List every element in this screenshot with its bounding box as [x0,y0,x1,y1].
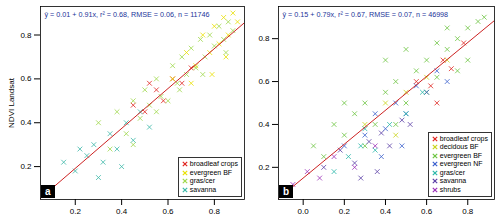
svg-text:0.6: 0.6 [421,207,433,216]
svg-text:0.8: 0.8 [20,31,32,40]
svg-text:0.4: 0.4 [258,120,270,129]
svg-text:0.4: 0.4 [20,118,32,127]
svg-text:0.4: 0.4 [380,207,392,216]
svg-text:0.0: 0.0 [298,207,310,216]
svg-text:ŷ = 0.15 + 0.79x, r² = 0.67, R: ŷ = 0.15 + 0.79x, r² = 0.67, RMSE = 0.07… [283,10,449,19]
html-text:broadleaf crops: broadleaf crops [439,134,488,142]
svg-text:0.6: 0.6 [162,207,174,216]
svg-text:0.4: 0.4 [116,207,128,216]
html-text:evergreen NF: evergreen NF [439,160,483,167]
svg-text:0.2: 0.2 [258,163,270,172]
html-text:broadleaf crops: broadleaf crops [189,160,238,167]
html-text:evergreen BF: evergreen BF [189,168,233,176]
html-text:evergreen BF: evergreen BF [439,151,483,159]
html-text:a: a [45,186,51,197]
svg-text:0.8: 0.8 [258,34,270,43]
svg-text:NDVI Landsat: NDVI Landsat [7,77,16,128]
html-text:shrubs: shrubs [439,185,461,193]
svg-text:0.2: 0.2 [20,162,32,171]
svg-text:0.8: 0.8 [462,207,474,216]
html-text:gras/cer: gras/cer [439,168,465,176]
svg-text:0.2: 0.2 [70,207,82,216]
svg-text:0.2: 0.2 [339,207,351,216]
html-text:decidous BF: decidous BF [439,143,479,150]
svg-text:ŷ = 0.01 + 0.91x, r² = 0.68, R: ŷ = 0.01 + 0.91x, r² = 0.68, RMSE = 0.06… [45,10,210,19]
html-text:gras/cer: gras/cer [189,177,215,184]
svg-text:0.6: 0.6 [20,74,32,83]
html-text:b: b [283,186,290,197]
html-text:savanna: savanna [189,185,217,193]
svg-text:0.8: 0.8 [209,207,221,216]
svg-text:0.6: 0.6 [258,77,270,86]
html-text:savanna: savanna [439,177,467,184]
